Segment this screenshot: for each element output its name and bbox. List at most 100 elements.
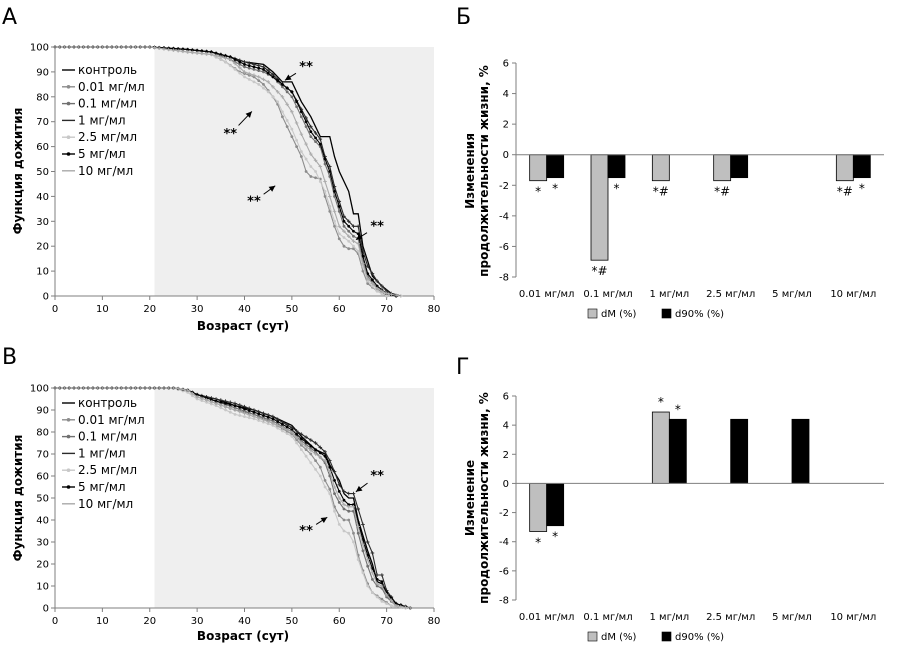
panel-b-bar	[713, 154, 732, 182]
panel-c-data-point	[186, 391, 190, 394]
panel-c-data-point	[337, 523, 341, 526]
panel-c-legend-label: 5 мг/мл	[78, 480, 126, 494]
panel-a-data-point	[333, 219, 336, 223]
panel-c-data-point	[138, 386, 143, 390]
panel-c-data-point	[247, 409, 251, 412]
panel-a-data-point	[95, 45, 100, 49]
panel-c-letter: В	[2, 345, 17, 370]
panel-a-significance-label: **	[370, 219, 384, 234]
panel-c-data-point	[394, 604, 398, 608]
panel-a-data-point	[327, 164, 332, 169]
panel-c-data-point	[309, 452, 313, 456]
panel-b-category-label: 0.01 мг/мл	[519, 289, 575, 300]
panel-d-category-label: 0.01 мг/мл	[519, 612, 575, 623]
panel-a-x-tick-label: 50	[286, 304, 299, 315]
panel-c-data-point	[252, 417, 256, 421]
panel-a-data-point	[285, 119, 289, 122]
panel-c-data-point	[290, 435, 294, 438]
panel-a-x-title: Возраст (сут)	[197, 319, 289, 333]
panel-b-category-label: 1 мг/мл	[650, 289, 690, 300]
panel-a-data-point	[243, 65, 246, 69]
panel-a-data-point	[271, 75, 275, 79]
panel-a-data-point	[105, 45, 109, 49]
panel-a-data-point	[243, 63, 246, 66]
panel-c-data-point	[371, 567, 374, 570]
panel-a-data-point	[262, 70, 265, 74]
panel-c-data-point	[370, 551, 375, 555]
panel-a-data-point	[238, 60, 242, 64]
panel-b-bar-label: *	[552, 182, 558, 196]
panel-b-category-label: 5 мг/мл	[772, 289, 812, 300]
panel-d-category-label: 1 мг/мл	[650, 612, 690, 623]
panel-c-data-point	[233, 408, 237, 412]
panel-c-x-tick-label: 20	[143, 616, 156, 627]
panel-d-category-label: 0.1 мг/мл	[583, 612, 632, 623]
panel-b-y-tick-label: -8	[499, 273, 509, 284]
panel-b-bar	[730, 154, 749, 179]
panel-c-data-point	[67, 386, 72, 390]
panel-c-arrow-head	[355, 485, 363, 492]
panel-a-data-point	[124, 45, 128, 49]
panel-a-series-line	[55, 46, 397, 297]
panel-c-data-point	[205, 396, 209, 400]
panel-c-data-point	[356, 558, 360, 561]
panel-a-data-point	[361, 254, 365, 258]
panel-b-bar-label: *#	[653, 185, 669, 199]
panel-c-y-tick-label: 90	[36, 406, 49, 417]
panel-a-data-point	[318, 164, 323, 169]
panel-c-data-point	[271, 419, 275, 423]
panel-c-y-tick-label: 0	[43, 604, 49, 615]
panel-a-data-point	[347, 247, 351, 251]
panel-c-data-point	[347, 518, 351, 522]
panel-c-legend-label: 0.01 мг/мл	[78, 413, 145, 427]
panel-c-data-point	[262, 414, 265, 417]
panel-a-data-point	[252, 80, 256, 84]
panel-d-y-title-line2: продолжительности жизни, %	[477, 392, 491, 604]
panel-b-bar-chart: Б Изменения продолжительности жизни, % -…	[456, 5, 884, 320]
panel-c-data-point	[119, 386, 124, 390]
panel-a-data-point	[347, 224, 351, 228]
panel-a-data-point	[342, 236, 346, 239]
panel-c-x-tick-label: 80	[428, 616, 441, 627]
panel-a-y-tick-label: 30	[36, 217, 49, 228]
panel-c-data-point	[304, 444, 308, 449]
panel-a-data-point	[295, 105, 299, 109]
panel-a-data-point	[209, 52, 214, 57]
panel-c-y-tick-label: 20	[36, 560, 49, 571]
panel-a-data-point	[176, 48, 180, 53]
panel-c-data-point	[262, 416, 265, 420]
panel-a-data-point	[399, 294, 403, 298]
panel-c-data-point	[375, 578, 379, 581]
panel-c-data-point	[399, 604, 403, 609]
panel-a-data-point	[114, 45, 119, 49]
panel-a-data-point	[166, 47, 171, 52]
panel-a-data-point	[81, 45, 86, 49]
panel-a-data-point	[152, 45, 157, 50]
panel-c-data-point	[243, 415, 246, 418]
panel-d-y-tick-label: 2	[503, 450, 509, 461]
panel-c-data-point	[314, 448, 317, 451]
panel-a-data-point	[86, 45, 90, 49]
panel-b-y-title-line2: продолжительности жизни, %	[477, 65, 491, 277]
panel-c-data-point	[266, 415, 270, 419]
panel-c-x-tick-label: 60	[333, 616, 346, 627]
panel-a-data-point	[304, 170, 308, 173]
panel-a-data-point	[195, 51, 199, 55]
panel-a-data-point	[356, 249, 360, 253]
panel-c-data-point	[243, 407, 246, 411]
panel-d-y-tick-label: 4	[503, 421, 509, 432]
panel-a-data-point	[380, 292, 384, 295]
panel-a-data-point	[332, 209, 337, 214]
panel-c-y-tick-label: 80	[36, 428, 49, 439]
panel-a-arrow-head	[284, 74, 292, 81]
panel-a-data-point	[375, 286, 379, 291]
panel-a-legend-marker	[66, 135, 71, 139]
panel-c-y-tick-label: 30	[36, 538, 49, 549]
panel-a-data-point	[290, 90, 294, 94]
panel-c-data-point	[351, 505, 356, 509]
panel-c-data-point	[275, 423, 280, 428]
panel-a-data-point	[237, 65, 242, 70]
panel-a-data-point	[342, 224, 346, 228]
panel-a-data-point	[247, 71, 252, 76]
panel-c-data-point	[380, 573, 384, 577]
